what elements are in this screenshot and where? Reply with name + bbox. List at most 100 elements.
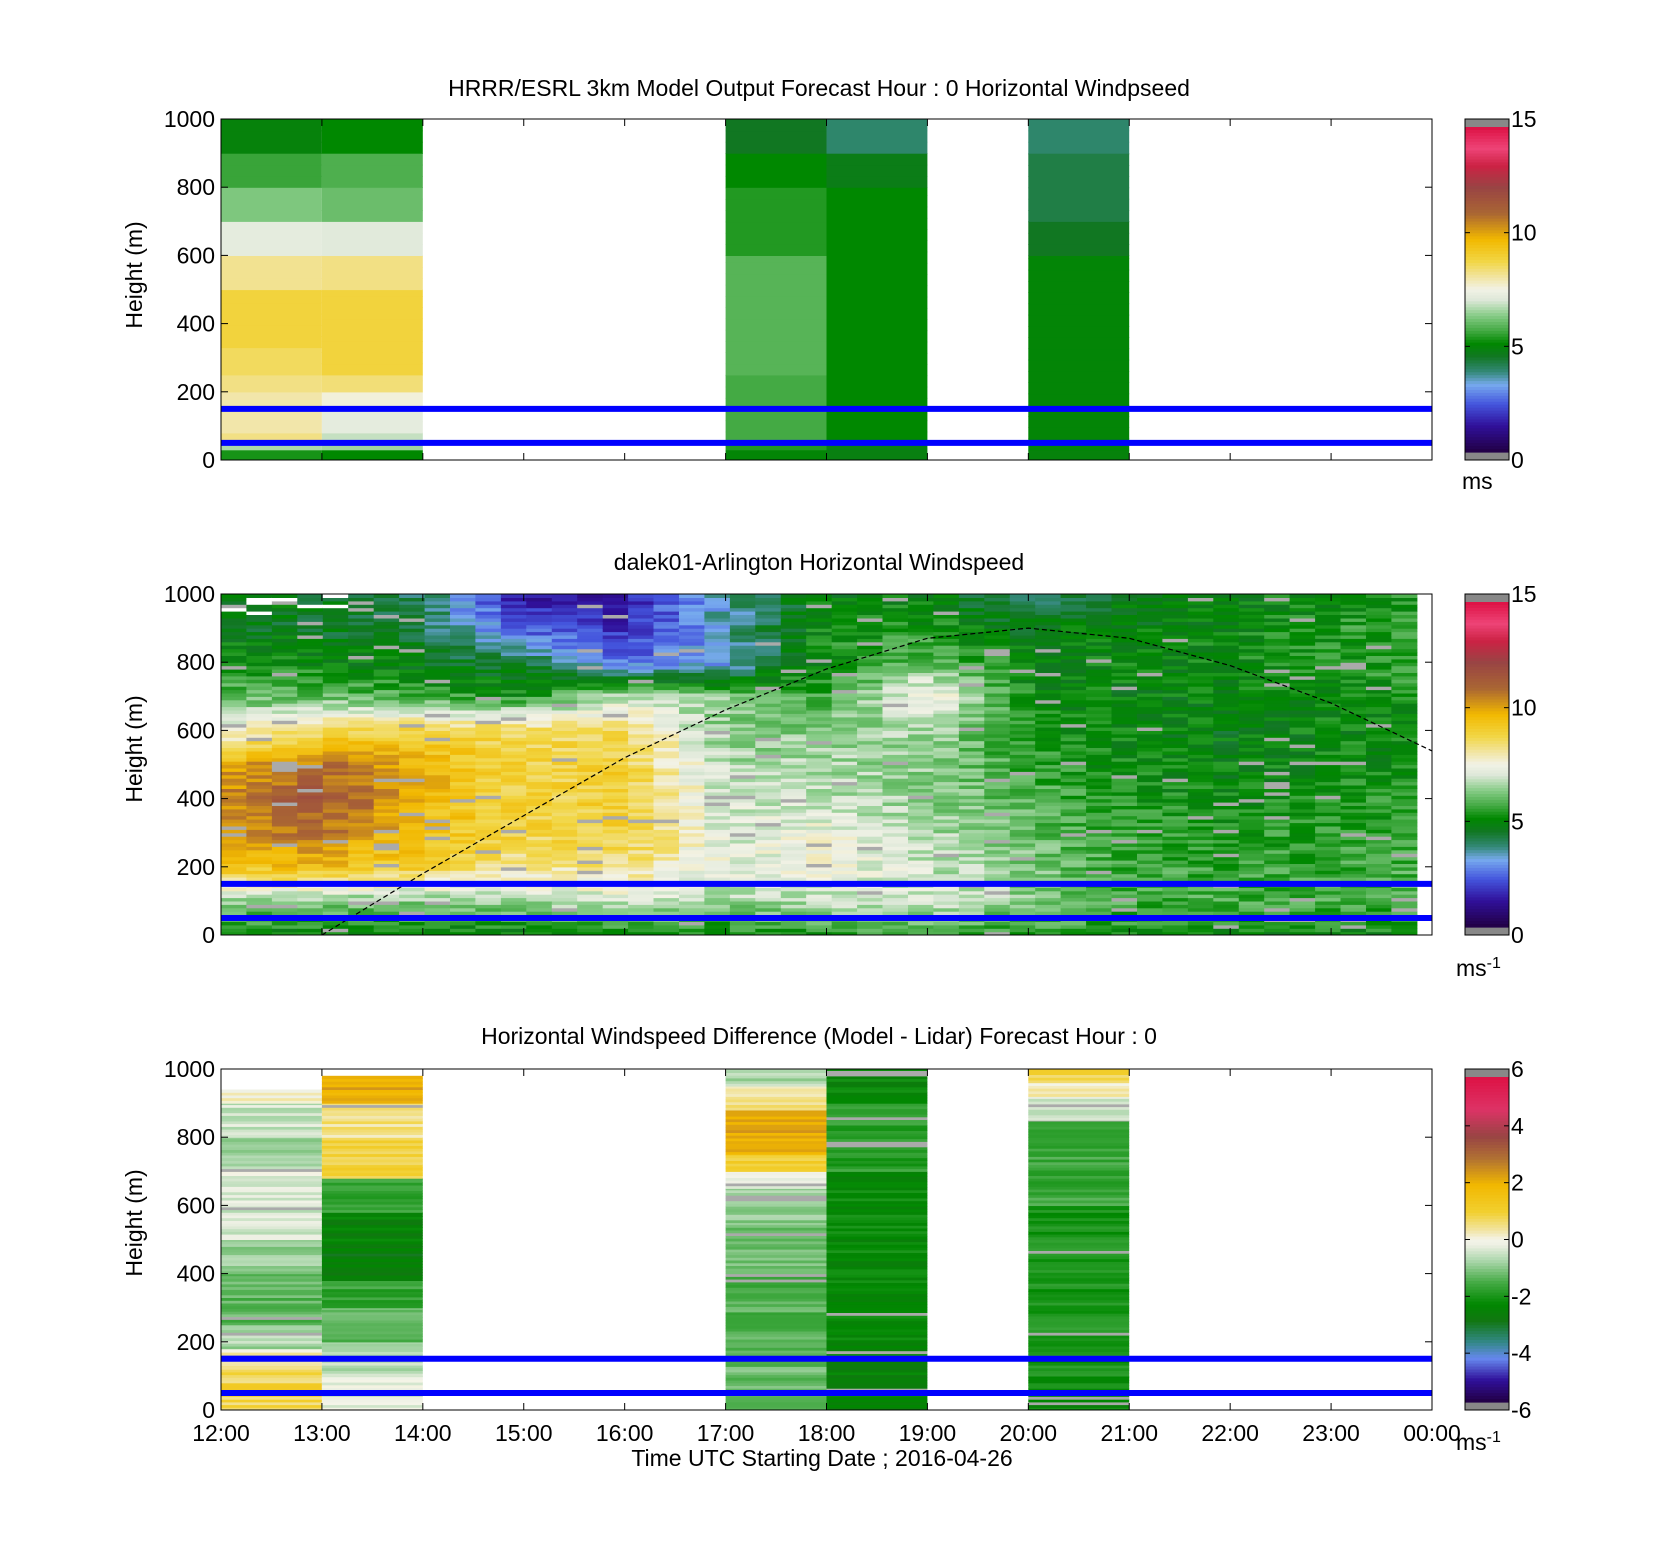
heatmap-cell	[1086, 853, 1113, 858]
heatmap-cell	[628, 774, 655, 779]
heatmap-cell	[1213, 900, 1240, 905]
heatmap-cell	[780, 815, 807, 820]
colorbar-swatch	[1465, 221, 1509, 226]
heatmap-cell	[857, 631, 884, 636]
heatmap-cell	[246, 832, 273, 837]
heatmap-cell	[297, 764, 324, 769]
heatmap-cell	[322, 682, 349, 687]
heatmap-cell	[475, 887, 502, 892]
heatmap-cell	[806, 788, 833, 793]
heatmap-cell	[958, 897, 985, 902]
heatmap-cell	[755, 696, 782, 701]
heatmap-cell	[628, 665, 655, 670]
heatmap-cell	[704, 634, 731, 639]
heatmap-cell	[882, 785, 909, 789]
heatmap-cell	[221, 853, 247, 858]
heatmap-cell	[221, 153, 322, 166]
heatmap-cell	[1162, 713, 1189, 718]
heatmap-cell	[297, 669, 324, 673]
heatmap-cell	[1366, 822, 1392, 827]
heatmap-cell	[1340, 931, 1367, 935]
heatmap-cell	[1187, 856, 1214, 861]
heatmap-cell	[602, 716, 629, 721]
heatmap-cell	[1264, 846, 1291, 851]
heatmap-cell	[1028, 153, 1130, 155]
heatmap-cell	[882, 631, 909, 636]
heatmap-cell	[1162, 921, 1189, 926]
heatmap-cell	[1187, 764, 1214, 769]
heatmap-cell	[271, 900, 298, 905]
heatmap-cell	[933, 900, 960, 905]
heatmap-cell	[1162, 679, 1189, 684]
heatmap-cell	[1238, 839, 1265, 844]
heatmap-cell	[831, 819, 858, 824]
heatmap-cell	[780, 924, 807, 929]
heatmap-cell	[1187, 846, 1214, 851]
heatmap-cell	[1315, 822, 1342, 827]
heatmap-cell	[908, 744, 934, 748]
heatmap-cell	[1035, 771, 1062, 776]
heatmap-cell	[271, 771, 298, 776]
heatmap-cell	[526, 703, 553, 708]
heatmap-cell	[551, 764, 578, 769]
heatmap-cell	[933, 600, 960, 605]
heatmap-cell	[577, 709, 604, 714]
heatmap-cell	[500, 645, 527, 650]
heatmap-cell	[1060, 822, 1087, 827]
heatmap-cell	[1340, 645, 1367, 650]
colorbar-swatch	[1465, 186, 1509, 190]
heatmap-cell	[246, 842, 273, 847]
heatmap-cell	[1162, 621, 1189, 626]
heatmap-cell	[1137, 652, 1163, 656]
heatmap-cell	[1315, 849, 1342, 854]
heatmap-cell	[933, 856, 960, 861]
heatmap-cell	[1213, 682, 1240, 687]
colorbar-unit: ms	[1462, 468, 1493, 494]
heatmap-cell	[780, 771, 807, 776]
heatmap-cell	[933, 815, 960, 820]
heatmap-cell	[271, 597, 298, 602]
heatmap-cell	[221, 709, 247, 714]
heatmap-cell	[424, 921, 451, 926]
heatmap-cell	[373, 686, 400, 691]
heatmap-cell	[704, 686, 731, 691]
colorbar-swatch	[1465, 259, 1509, 264]
heatmap-cell	[373, 836, 400, 841]
heatmap-cell	[577, 624, 604, 629]
heatmap-cell	[221, 232, 322, 245]
heatmap-cell	[1315, 594, 1342, 598]
heatmap-cell	[1137, 802, 1163, 806]
heatmap-cell	[424, 744, 451, 748]
heatmap-cell	[729, 890, 756, 895]
heatmap-cell	[1035, 904, 1062, 909]
heatmap-cell	[857, 638, 884, 643]
heatmap-cell	[246, 921, 273, 926]
heatmap-cell	[679, 730, 705, 735]
heatmap-cell	[806, 863, 833, 868]
heatmap-cell	[1213, 638, 1240, 643]
heatmap-cell	[780, 856, 807, 861]
heatmap-cell	[1035, 696, 1062, 701]
heatmap-cell	[526, 785, 553, 789]
heatmap-cell	[322, 842, 349, 847]
heatmap-cell	[1213, 720, 1240, 725]
heatmap-cell	[882, 699, 909, 704]
heatmap-cell	[653, 600, 680, 605]
heatmap-cell	[475, 713, 502, 718]
heatmap-cell	[1238, 785, 1265, 789]
heatmap-cell	[628, 900, 655, 905]
heatmap-cell	[246, 812, 273, 817]
heatmap-cell	[475, 682, 502, 687]
heatmap-cell	[1009, 764, 1036, 769]
heatmap-cell	[1035, 853, 1062, 858]
heatmap-cell	[246, 727, 273, 731]
heatmap-cell	[348, 931, 375, 935]
heatmap-cell	[1315, 604, 1342, 609]
heatmap-cell	[602, 696, 629, 701]
heatmap-cell	[1289, 791, 1316, 796]
heatmap-cell	[297, 621, 324, 626]
heatmap-cell	[679, 839, 705, 844]
colorbar-swatch	[1465, 327, 1509, 332]
heatmap-cell	[450, 870, 476, 875]
heatmap-cell	[1315, 713, 1342, 718]
